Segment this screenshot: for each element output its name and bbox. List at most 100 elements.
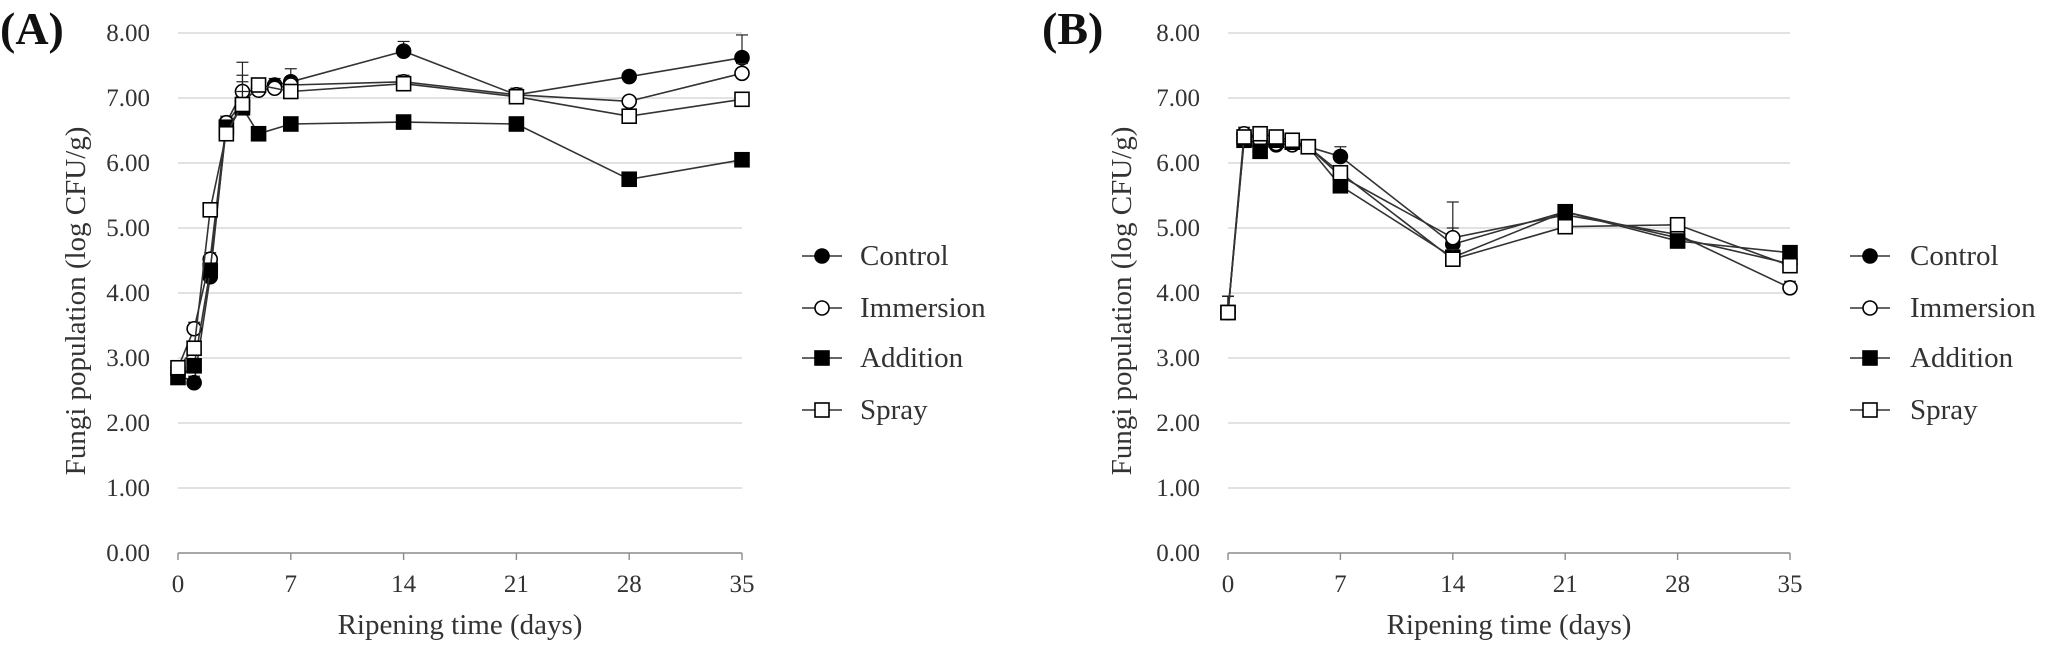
data-point xyxy=(1252,143,1268,160)
legend-item-addition: Addition xyxy=(802,342,964,374)
x-tick-label: 28 xyxy=(1665,571,1690,598)
data-point xyxy=(1669,233,1686,249)
y-tick-label: 7.00 xyxy=(1156,85,1200,112)
legend-item-spray: Spray xyxy=(1850,394,1978,426)
legend-marker xyxy=(1862,402,1878,418)
y-axis-title: Fungi population (log CFU/g) xyxy=(1106,127,1138,476)
data-point xyxy=(202,262,219,279)
legend-item-spray: Spray xyxy=(802,394,928,426)
y-tick-label: 8.00 xyxy=(106,20,150,47)
series-addition xyxy=(170,61,750,386)
y-tick-label: 5.00 xyxy=(106,215,150,242)
y-tick-label: 0.00 xyxy=(1156,540,1200,567)
legend-label: Addition xyxy=(860,342,964,374)
x-tick-label: 14 xyxy=(1440,571,1466,598)
data-point xyxy=(395,114,412,130)
legend-item-immersion: Immersion xyxy=(1850,292,2036,324)
data-point xyxy=(1236,129,1252,145)
data-point xyxy=(1445,251,1461,267)
y-tick-label: 3.00 xyxy=(106,345,150,372)
data-point xyxy=(1782,257,1798,274)
series-line xyxy=(1227,132,1791,313)
chart-panel-b: (B) 0.00 1.00 2.00 3.00 4.00 5.00 6.00 7.00 8.00 0… xyxy=(1042,3,2036,641)
legend-item-immersion: Immersion xyxy=(802,292,986,324)
data-point xyxy=(621,68,638,85)
data-point xyxy=(1669,216,1686,233)
series-line xyxy=(177,106,743,379)
legend-marker xyxy=(814,402,830,418)
legend-item-control: Control xyxy=(1850,240,1999,272)
data-point xyxy=(186,357,202,374)
data-point xyxy=(395,43,412,60)
data-point xyxy=(282,83,299,100)
legend-label: Control xyxy=(1910,240,1999,272)
series-line xyxy=(177,50,743,384)
y-axis-title: Fungi population (log CFU/g) xyxy=(60,127,92,476)
data-point xyxy=(1332,164,1349,181)
y-tick-label: 5.00 xyxy=(1156,215,1200,242)
data-point xyxy=(734,65,750,82)
y-tick-label: 1.00 xyxy=(106,475,150,502)
y-tick-label: 2.00 xyxy=(1156,410,1200,437)
x-tick-label: 21 xyxy=(1553,571,1578,598)
y-tick-label: 2.00 xyxy=(106,410,150,437)
data-point xyxy=(1332,177,1349,194)
legend-label: Addition xyxy=(1910,342,2014,374)
series-spray xyxy=(1220,125,1798,321)
data-point xyxy=(508,116,525,132)
data-point xyxy=(1268,129,1284,145)
data-point xyxy=(1220,304,1236,321)
legend-item-control: Control xyxy=(802,240,949,272)
x-tick-label: 0 xyxy=(1222,571,1235,598)
series-immersion xyxy=(170,62,750,376)
panel-label: (B) xyxy=(1042,3,1103,54)
data-point xyxy=(234,96,251,113)
y-tick-label: 3.00 xyxy=(1156,345,1200,372)
legend-label: Spray xyxy=(1910,394,1978,426)
series-line xyxy=(1227,132,1791,313)
data-point xyxy=(1557,218,1573,235)
data-point xyxy=(282,116,299,132)
data-point xyxy=(734,91,750,108)
data-point xyxy=(508,88,525,105)
series-line xyxy=(177,72,743,369)
series-spray xyxy=(170,75,750,376)
data-point xyxy=(1284,132,1301,149)
x-axis-title: Ripening time (days) xyxy=(1387,609,1632,641)
x-tick-label: 7 xyxy=(1334,571,1347,598)
data-point xyxy=(1782,279,1798,296)
y-tick-label: 6.00 xyxy=(106,150,150,177)
y-tick-label: 4.00 xyxy=(106,280,150,307)
y-tick-label: 7.00 xyxy=(106,85,150,112)
legend-label: Immersion xyxy=(1910,292,2036,324)
data-point xyxy=(250,125,267,142)
data-point xyxy=(1445,229,1461,246)
x-tick-label: 28 xyxy=(617,571,642,598)
x-tick-label: 14 xyxy=(391,571,417,598)
x-tick-label: 35 xyxy=(1778,571,1803,598)
data-point xyxy=(734,151,750,168)
panel-label: (A) xyxy=(0,3,64,54)
x-axis-title: Ripening time (days) xyxy=(338,609,583,641)
data-point xyxy=(1557,203,1573,220)
legend-marker xyxy=(814,350,830,366)
data-point xyxy=(186,340,202,357)
data-point xyxy=(250,77,267,93)
data-point xyxy=(395,75,412,92)
data-point xyxy=(1782,244,1798,261)
data-point xyxy=(202,202,219,218)
chart-panel-a: (A) 0.00 1.00 2.00 3.00 4.00 5.00 6.00 7.00 8.00 0… xyxy=(0,3,986,641)
legend-marker xyxy=(1862,248,1878,264)
data-point xyxy=(734,49,750,66)
x-tick-label: 7 xyxy=(285,571,298,598)
legend-marker xyxy=(814,300,830,316)
legend-marker xyxy=(1862,350,1878,366)
data-point xyxy=(621,171,638,188)
legend-marker xyxy=(1862,300,1878,316)
data-point xyxy=(621,108,638,124)
data-point xyxy=(1332,148,1349,165)
legend-label: Spray xyxy=(860,394,928,426)
y-tick-label: 0.00 xyxy=(106,540,150,567)
y-tick-label: 1.00 xyxy=(1156,475,1200,502)
